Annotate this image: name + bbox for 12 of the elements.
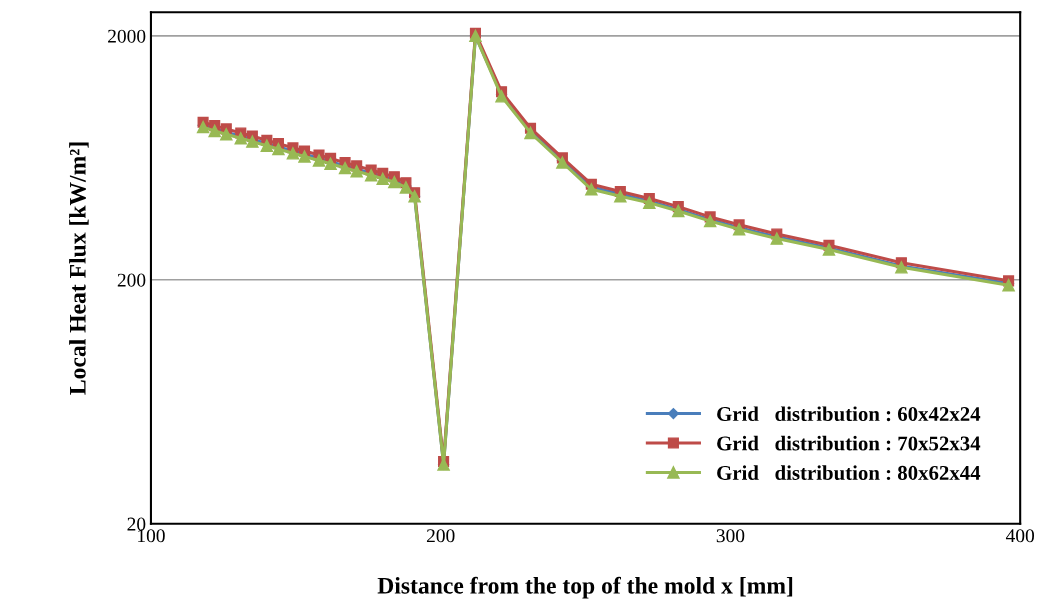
x-tick-label: 100	[138, 529, 165, 543]
legend-label: Grid distribution : 70x52x34	[717, 435, 981, 451]
legend-label: Grid distribution : 80x62x44	[717, 465, 981, 481]
x-tick-label: 200	[426, 529, 455, 543]
x-tick-label: 400	[1005, 529, 1035, 543]
y-tick-label: 20	[127, 517, 146, 531]
y-tick-label: 200	[117, 273, 146, 287]
x-tick-label: 300	[716, 529, 745, 543]
x-axis-title: Distance from the top of the mold x [mm]	[377, 576, 793, 599]
y-tick-label: 2000	[108, 29, 146, 43]
y-axis-title: Local Heat Flux [kW/m²]	[69, 142, 89, 395]
legend-label: Grid distribution : 60x42x24	[717, 406, 981, 422]
